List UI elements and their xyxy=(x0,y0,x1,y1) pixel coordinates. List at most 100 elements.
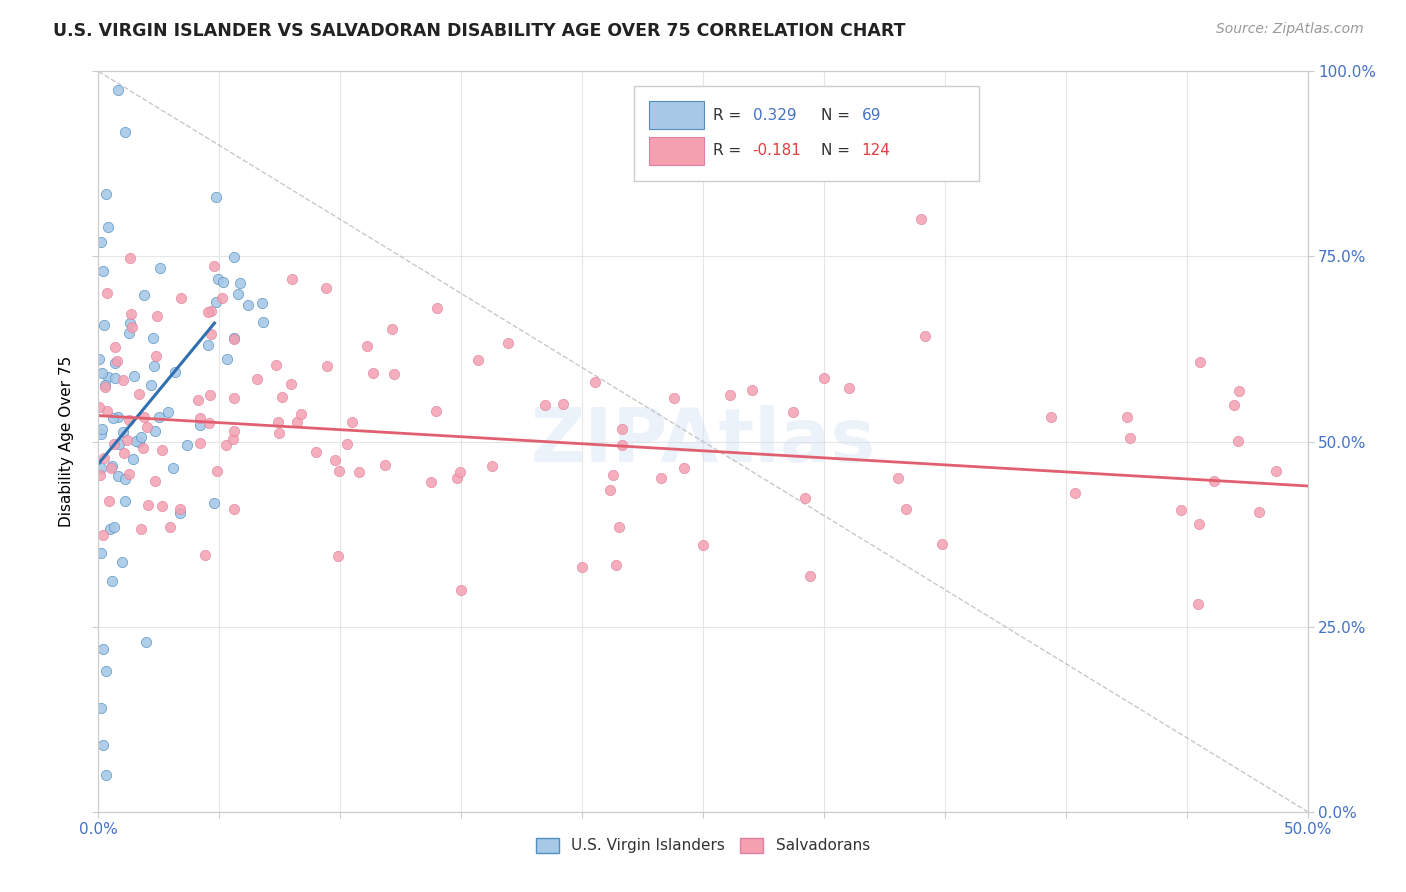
Point xyxy=(426,301,449,316)
Point xyxy=(252,315,274,329)
Point xyxy=(112,374,135,388)
Point xyxy=(89,468,111,483)
Point xyxy=(290,407,312,421)
Point xyxy=(120,307,142,321)
Point xyxy=(104,340,127,354)
Point xyxy=(496,335,519,350)
Point xyxy=(188,410,211,425)
Point xyxy=(148,409,170,424)
Point xyxy=(150,443,173,458)
Point xyxy=(1040,410,1063,425)
Point xyxy=(1188,355,1211,369)
Point xyxy=(1188,516,1211,531)
Point xyxy=(1115,410,1137,425)
Point xyxy=(143,474,166,488)
Point xyxy=(1223,398,1246,412)
Point xyxy=(128,434,150,449)
Point xyxy=(90,235,112,249)
Point xyxy=(91,264,114,278)
FancyBboxPatch shape xyxy=(634,87,979,181)
Point xyxy=(207,272,229,286)
Point xyxy=(381,322,404,336)
Point xyxy=(222,331,245,345)
Point xyxy=(222,501,245,516)
Point xyxy=(340,415,363,429)
Point xyxy=(94,379,117,393)
Point xyxy=(571,560,593,574)
Point xyxy=(481,458,503,473)
Point xyxy=(97,219,120,234)
Point xyxy=(450,582,472,597)
Point xyxy=(602,467,624,482)
Point xyxy=(159,520,181,534)
Point xyxy=(222,392,245,406)
Point xyxy=(90,427,112,442)
Point xyxy=(100,574,122,588)
Point xyxy=(246,372,269,386)
Point xyxy=(91,528,114,542)
Point xyxy=(156,405,179,419)
Point xyxy=(103,437,125,451)
Point xyxy=(315,281,337,295)
Point xyxy=(187,393,209,408)
Point xyxy=(118,326,141,341)
Point xyxy=(222,332,245,346)
Point xyxy=(599,483,621,497)
Point xyxy=(198,417,221,431)
Point xyxy=(374,458,396,472)
Point xyxy=(111,425,134,440)
Text: R =: R = xyxy=(713,143,745,158)
Point xyxy=(89,400,111,414)
Point xyxy=(896,502,918,516)
Point xyxy=(91,366,114,380)
Point xyxy=(93,318,115,332)
Point xyxy=(90,460,112,475)
Point xyxy=(914,329,936,343)
FancyBboxPatch shape xyxy=(648,136,704,165)
Point xyxy=(910,212,932,227)
Point xyxy=(1170,503,1192,517)
Point xyxy=(139,377,162,392)
Point xyxy=(449,465,471,479)
Point xyxy=(105,354,128,368)
Point xyxy=(87,351,110,366)
Point xyxy=(215,438,238,452)
Text: 124: 124 xyxy=(862,143,890,158)
Point xyxy=(145,349,167,363)
Point xyxy=(281,271,304,285)
Point xyxy=(264,359,287,373)
Text: R =: R = xyxy=(713,108,745,122)
Point xyxy=(198,388,221,402)
Point xyxy=(326,549,349,563)
Point xyxy=(1064,486,1087,500)
Point xyxy=(112,446,135,460)
Point xyxy=(103,520,125,534)
Point xyxy=(125,434,148,448)
Point xyxy=(328,464,350,478)
Point xyxy=(104,356,127,370)
Point xyxy=(200,326,222,341)
Point xyxy=(316,359,339,373)
Point xyxy=(533,398,555,412)
Point xyxy=(136,498,159,512)
Text: Source: ZipAtlas.com: Source: ZipAtlas.com xyxy=(1216,22,1364,37)
Point xyxy=(718,388,741,402)
Point xyxy=(142,359,165,374)
Point xyxy=(197,305,219,319)
Point xyxy=(136,420,159,434)
Point xyxy=(107,83,129,97)
Point xyxy=(799,569,821,583)
Point xyxy=(101,411,124,425)
Point xyxy=(610,438,633,452)
Point xyxy=(467,353,489,368)
Point xyxy=(118,413,141,427)
Point xyxy=(305,445,328,459)
Point xyxy=(143,424,166,438)
Point xyxy=(148,260,170,275)
Point xyxy=(224,250,246,264)
Text: N =: N = xyxy=(821,108,855,122)
Point xyxy=(813,370,835,384)
Text: N =: N = xyxy=(821,143,855,158)
Point xyxy=(664,391,686,405)
Point xyxy=(188,417,211,432)
